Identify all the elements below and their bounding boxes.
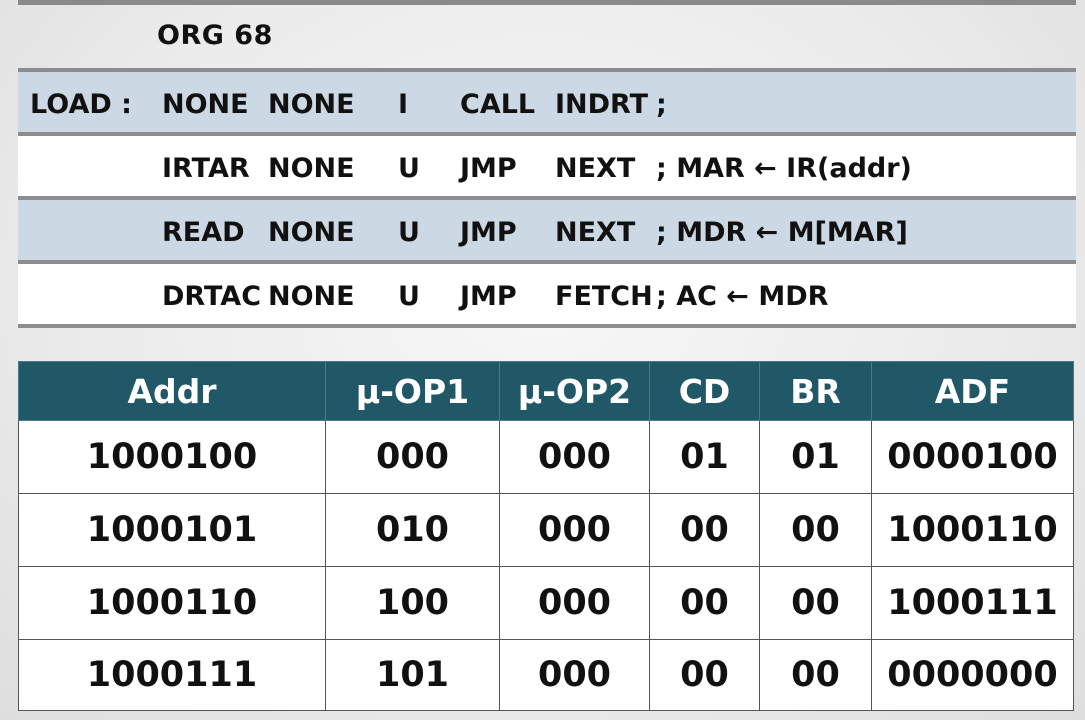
code-comment: ; MAR ← IR(addr): [656, 153, 912, 184]
code-f2: NONE: [268, 153, 355, 184]
cell-cd: 00: [649, 566, 760, 640]
code-br: JMP: [460, 153, 517, 184]
header-uop1: μ-OP1: [325, 361, 500, 421]
cell-addr: 1000110: [18, 566, 326, 640]
cell-uop2: 000: [499, 566, 650, 640]
code-comment: ; MDR ← M[MAR]: [656, 217, 908, 248]
cell-uop1: 101: [325, 639, 500, 711]
cell-br: 00: [759, 566, 872, 640]
code-cd: U: [398, 217, 420, 248]
cell-cd: 00: [649, 639, 760, 711]
code-line: IRTAR NONE U JMP NEXT ; MAR ← IR(addr): [18, 132, 1076, 196]
cell-uop2: 000: [499, 420, 650, 494]
cell-adf: 1000110: [871, 493, 1074, 567]
code-f1: DRTAC: [162, 281, 262, 312]
code-f2: NONE: [268, 217, 355, 248]
microinstruction-table: Addr μ-OP1 μ-OP2 CD BR ADF 1000100 000 0…: [18, 361, 1074, 711]
code-line: READ NONE U JMP NEXT ; MDR ← M[MAR]: [18, 196, 1076, 260]
code-ad: INDRT: [555, 89, 649, 120]
cell-br: 00: [759, 493, 872, 567]
code-br: JMP: [460, 281, 517, 312]
cell-uop1: 000: [325, 420, 500, 494]
code-f2: NONE: [268, 89, 355, 120]
code-cd: I: [398, 89, 409, 120]
cell-uop2: 000: [499, 493, 650, 567]
cell-uop1: 100: [325, 566, 500, 640]
cell-addr: 1000101: [18, 493, 326, 567]
code-f1: NONE: [162, 89, 249, 120]
cell-uop1: 010: [325, 493, 500, 567]
microprogram-code-block: LOAD : NONE NONE I CALL INDRT ; IRTAR NO…: [18, 68, 1076, 328]
code-cd: U: [398, 281, 420, 312]
header-cd: CD: [649, 361, 760, 421]
cell-adf: 0000000: [871, 639, 1074, 711]
table-row: 1000111 101 000 00 00 0000000: [18, 639, 1074, 711]
code-line: LOAD : NONE NONE I CALL INDRT ;: [18, 68, 1076, 132]
cell-adf: 0000100: [871, 420, 1074, 494]
code-br: CALL: [460, 89, 536, 120]
header-uop2: μ-OP2: [499, 361, 650, 421]
code-comment: ;: [656, 89, 667, 120]
header-adf: ADF: [871, 361, 1074, 421]
table-row: 1000110 100 000 00 00 1000111: [18, 566, 1074, 640]
org-directive: ORG 68: [157, 20, 273, 51]
code-f1: IRTAR: [162, 153, 250, 184]
table-row: 1000101 010 000 00 00 1000110: [18, 493, 1074, 567]
code-label: LOAD :: [30, 89, 132, 120]
code-cd: U: [398, 153, 420, 184]
cell-adf: 1000111: [871, 566, 1074, 640]
code-f1: READ: [162, 217, 245, 248]
cell-br: 01: [759, 420, 872, 494]
cell-br: 00: [759, 639, 872, 711]
code-comment: ; AC ← MDR: [656, 281, 829, 312]
header-br: BR: [759, 361, 872, 421]
cell-cd: 01: [649, 420, 760, 494]
header-addr: Addr: [18, 361, 326, 421]
code-ad: NEXT: [555, 217, 636, 248]
code-ad: NEXT: [555, 153, 636, 184]
code-line: DRTAC NONE U JMP FETCH ; AC ← MDR: [18, 260, 1076, 328]
table-header-row: Addr μ-OP1 μ-OP2 CD BR ADF: [18, 361, 1074, 421]
table-row: 1000100 000 000 01 01 0000100: [18, 420, 1074, 494]
code-ad: FETCH: [555, 281, 653, 312]
code-br: JMP: [460, 217, 517, 248]
code-f2: NONE: [268, 281, 355, 312]
cell-uop2: 000: [499, 639, 650, 711]
cell-cd: 00: [649, 493, 760, 567]
cell-addr: 1000100: [18, 420, 326, 494]
cell-addr: 1000111: [18, 639, 326, 711]
top-rule: [18, 0, 1076, 5]
